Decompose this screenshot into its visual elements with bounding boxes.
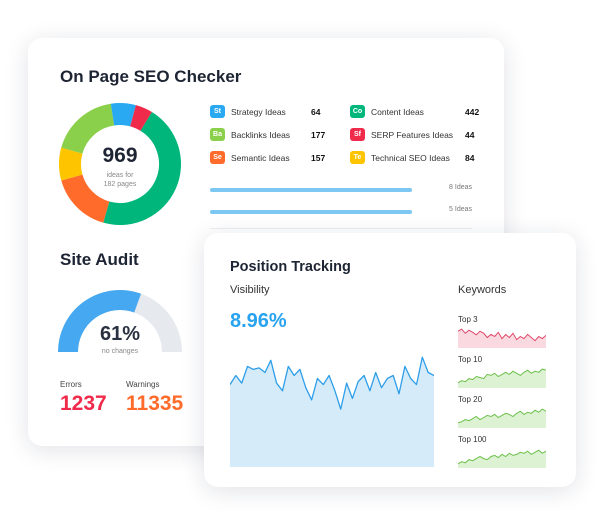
idea-badge: Te — [350, 151, 365, 164]
idea-badge: Ba — [210, 128, 225, 141]
idea-label: Semantic Ideas — [231, 152, 290, 163]
idea-row[interactable]: Sf SERP Features Ideas 44 — [350, 128, 474, 141]
site-audit-title: Site Audit — [60, 250, 139, 269]
sparkline-line — [458, 328, 546, 342]
position-tracking-card: Position Tracking Visibility 8.96% Keywo… — [204, 233, 576, 487]
sparkline-line — [458, 368, 546, 384]
ideas-donut-chart: 969 ideas for 182 pages — [59, 103, 181, 225]
keyword-label: Top 3 — [458, 315, 478, 324]
ideas-total-sub1: ideas for — [107, 172, 135, 179]
keyword-sparkline — [458, 449, 546, 468]
idea-label: Content Ideas — [371, 106, 424, 117]
idea-badge: Sf — [350, 128, 365, 141]
idea-row[interactable]: Co Content Ideas 442 — [350, 105, 479, 118]
sparkline-area — [458, 409, 546, 428]
idea-badge: Se — [210, 151, 225, 164]
sparkline-line — [458, 449, 546, 465]
visibility-area — [230, 357, 434, 467]
idea-label: Technical SEO Ideas — [371, 152, 450, 163]
warnings-value: 11335 — [126, 392, 184, 415]
donut-segment — [61, 103, 115, 155]
idea-row[interactable]: Ba Backlinks Ideas 177 — [210, 128, 325, 141]
audit-percent: 61% — [100, 323, 140, 345]
idea-count: 44 — [465, 129, 475, 140]
donut-segment — [61, 174, 110, 223]
idea-row[interactable]: Se Semantic Ideas 157 — [210, 151, 325, 164]
idea-count: 177 — [311, 129, 326, 140]
keyword-label: Top 10 — [458, 355, 483, 364]
warnings-label: Warnings — [126, 380, 160, 389]
idea-count: 64 — [311, 106, 321, 117]
sparkline-line — [458, 408, 546, 424]
keyword-label: Top 100 — [458, 435, 487, 444]
donut-segment — [129, 105, 152, 131]
errors-label: Errors — [60, 380, 82, 389]
gauge-fill — [58, 290, 141, 353]
idea-label: Strategy Ideas — [231, 106, 286, 117]
idea-count: 84 — [465, 152, 475, 163]
visibility-chart — [230, 356, 434, 467]
ideas-progress-row: 8 Ideas — [210, 184, 472, 196]
keyword-sparkline — [458, 408, 546, 428]
position-tracking-title: Position Tracking — [230, 259, 351, 275]
site-audit-gauge: 61% no changes — [58, 290, 182, 355]
sparkline-area — [458, 329, 546, 348]
keywords-title: Keywords — [458, 284, 507, 296]
idea-row[interactable]: Te Technical SEO Ideas 84 — [350, 151, 474, 164]
idea-badge: Co — [350, 105, 365, 118]
idea-count: 157 — [311, 152, 326, 163]
ideas-total: 969 — [102, 144, 137, 167]
visibility-value: 8.96% — [230, 310, 287, 332]
errors-value: 1237 — [60, 392, 107, 415]
ideas-total-sub2: 182 pages — [104, 181, 137, 188]
keyword-sparkline — [458, 368, 546, 388]
ideas-progress-label: 5 Ideas — [449, 206, 472, 213]
idea-count: 442 — [465, 106, 480, 117]
idea-badge: St — [210, 105, 225, 118]
idea-row[interactable]: St Strategy Ideas 64 — [210, 105, 320, 118]
ideas-progress-bar — [210, 188, 412, 192]
idea-label: SERP Features Ideas — [371, 129, 454, 140]
seo-checker-title: On Page SEO Checker — [60, 67, 242, 86]
visibility-line — [230, 356, 434, 410]
idea-label: Backlinks Ideas — [231, 129, 291, 140]
audit-percent-sub: no changes — [102, 348, 139, 355]
ideas-progress-row: 5 Ideas — [210, 206, 472, 218]
divider — [210, 228, 472, 229]
visibility-label: Visibility — [230, 284, 270, 296]
donut-segment — [110, 103, 136, 127]
keyword-label: Top 20 — [458, 395, 483, 404]
ideas-progress-bar — [210, 210, 412, 214]
keyword-sparkline — [458, 328, 546, 348]
donut-segment — [103, 112, 181, 225]
ideas-progress-label: 8 Ideas — [449, 184, 472, 191]
sparkline-area — [458, 369, 546, 388]
sparkline-area — [458, 450, 546, 468]
donut-segment — [59, 147, 83, 181]
